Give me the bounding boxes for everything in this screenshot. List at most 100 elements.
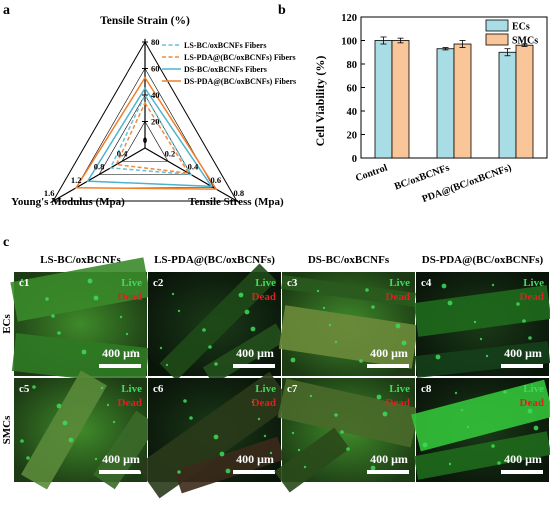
panel-letter-c: c xyxy=(3,235,9,250)
bar-ytick-label: 0 xyxy=(352,154,357,165)
micrograph-cell xyxy=(213,434,219,440)
micrograph-cell xyxy=(491,283,495,287)
micrograph-scale-bar xyxy=(233,470,275,474)
micrograph-cell xyxy=(208,345,212,349)
micrograph-cell xyxy=(435,354,441,360)
micrograph-live-label: Live xyxy=(121,383,142,395)
radar-tick-label: 0.8 xyxy=(233,188,244,198)
micrograph-dead-label: Dead xyxy=(386,397,410,409)
bar-ytick-label: 120 xyxy=(341,13,357,24)
micrograph-cell xyxy=(225,468,231,474)
micrograph-scale-label: 400 μm xyxy=(102,452,140,466)
micrograph-cell xyxy=(171,292,175,296)
micrograph-panel-c1: c1 Live Dead 400 μm xyxy=(10,257,151,386)
micrograph-fiber xyxy=(281,275,416,307)
micrograph-cell xyxy=(503,390,507,394)
bar-SMCs-0 xyxy=(391,40,410,159)
micrograph-cell xyxy=(316,289,320,293)
micrograph-row-label: SMCs xyxy=(1,415,13,444)
micrograph-cell xyxy=(322,306,326,310)
micrograph-fiber xyxy=(21,370,107,490)
radar-tick-label: 0.4 xyxy=(117,148,128,158)
micrograph-cell xyxy=(448,462,452,466)
micrograph-scale-label: 400 μm xyxy=(504,452,542,466)
micrograph-panel-id: c7 xyxy=(287,383,298,395)
micrograph-cell xyxy=(93,295,99,301)
radar-spoke xyxy=(144,147,240,204)
micrograph-cell xyxy=(365,288,369,292)
radar-tick-label: 20 xyxy=(151,117,160,127)
micrograph-column-title: LS-BC/oxBCNFs xyxy=(40,254,121,266)
micrograph-cell xyxy=(165,363,169,367)
micrograph-scale-bar xyxy=(501,470,543,474)
radar-legend-label: DS-PDA@(BC/oxBCNFs) Fibers xyxy=(184,77,296,86)
micrograph-live-label: Live xyxy=(255,277,276,289)
micrograph-panel-id: c4 xyxy=(421,277,432,289)
micrograph-cell xyxy=(491,444,495,448)
micrograph-fiber xyxy=(10,257,151,322)
micrograph-cell xyxy=(334,340,338,344)
micrograph-panel-c2: c2 Live Dead 400 μm xyxy=(148,263,287,385)
micrograph-cell xyxy=(485,354,489,358)
micrograph-cell xyxy=(263,434,267,438)
micrograph-panel-id: c2 xyxy=(153,277,164,289)
micrograph-fiber xyxy=(278,305,419,369)
micrograph-panel-c3: c3 Live Dead 400 μm xyxy=(278,272,419,376)
micrograph-cell xyxy=(370,465,376,471)
radar-legend-label: DS-BC/oxBCNFs Fibers xyxy=(184,65,267,74)
micrograph-scale-label: 400 μm xyxy=(102,346,140,360)
micrograph-cell xyxy=(177,470,181,474)
micrograph-cell xyxy=(334,413,338,417)
radar-axis-label-modulus: Young's Modulus (Mpa) xyxy=(11,196,125,208)
micrograph-cell xyxy=(183,399,187,403)
micrograph-fiber xyxy=(277,378,420,448)
micrograph-panel-id: c6 xyxy=(153,383,164,395)
micrograph-fiber xyxy=(413,285,550,337)
radar-chart: Tensile Strain (%) Tensile Stress (Mpa) … xyxy=(11,15,296,208)
micrograph-cell xyxy=(57,331,61,335)
micrograph-cell xyxy=(189,416,193,420)
micrograph-cell xyxy=(290,357,296,363)
micrograph-cell xyxy=(250,326,256,332)
micrograph-row-label: ECs xyxy=(1,314,13,334)
bar-legend-swatch xyxy=(485,19,509,32)
micrograph-panel-c5: c5 Live Dead 400 μm xyxy=(14,370,158,490)
micrograph-fiber xyxy=(413,431,550,480)
radar-tick-label: 80 xyxy=(151,37,160,47)
micrograph-cell xyxy=(159,346,163,350)
micrograph-cell xyxy=(51,314,55,318)
micrograph-scale-label: 400 μm xyxy=(370,346,408,360)
micrograph-panel-c6: c6 Live Dead 400 μm xyxy=(136,371,293,499)
radar-grid-ring xyxy=(121,120,169,162)
bar-legend-label: ECs xyxy=(512,22,530,33)
radar-legend-label: LS-PDA@(BC/oxBCNFs) Fibers xyxy=(184,53,296,62)
micrograph-live-label: Live xyxy=(389,277,410,289)
micrograph-cell xyxy=(251,400,255,404)
micrograph-scale-bar xyxy=(367,470,409,474)
bar-ytick-label: 20 xyxy=(347,131,358,142)
micrograph-fiber xyxy=(174,436,285,494)
micrograph-cell xyxy=(119,315,123,319)
radar-series-1 xyxy=(115,101,191,175)
micrograph-panel-id: c5 xyxy=(19,383,30,395)
micrograph-cell xyxy=(238,292,244,298)
micrograph-cell xyxy=(214,362,218,366)
micrograph-cell xyxy=(473,320,477,324)
bar-ylabel: Cell Viability (%) xyxy=(313,56,327,147)
micrograph-fiber xyxy=(414,341,550,378)
radar-axis-label-stress: Tensile Stress (Mpa) xyxy=(188,196,284,208)
micrograph-column-title: DS-BC/oxBCNFs xyxy=(308,254,390,266)
micrograph-panel-c8: c8 Live Dead 400 μm xyxy=(411,378,550,482)
micrograph-cell xyxy=(447,300,453,306)
micrograph-cell xyxy=(382,411,388,417)
micrograph-cell xyxy=(68,437,74,443)
micrograph-scale-bar xyxy=(367,364,409,368)
radar-tick-label: 40 xyxy=(151,90,160,100)
micrograph-fiber xyxy=(136,371,293,499)
micrograph-cell xyxy=(441,283,447,289)
micrograph-scale-bar xyxy=(501,364,543,368)
micrograph-column-title: LS-PDA@(BC/oxBCNFs) xyxy=(154,254,275,266)
micrograph-scale-label: 400 μm xyxy=(236,452,274,466)
micrograph-live-label: Live xyxy=(523,383,544,395)
radar-series-0 xyxy=(109,93,193,176)
